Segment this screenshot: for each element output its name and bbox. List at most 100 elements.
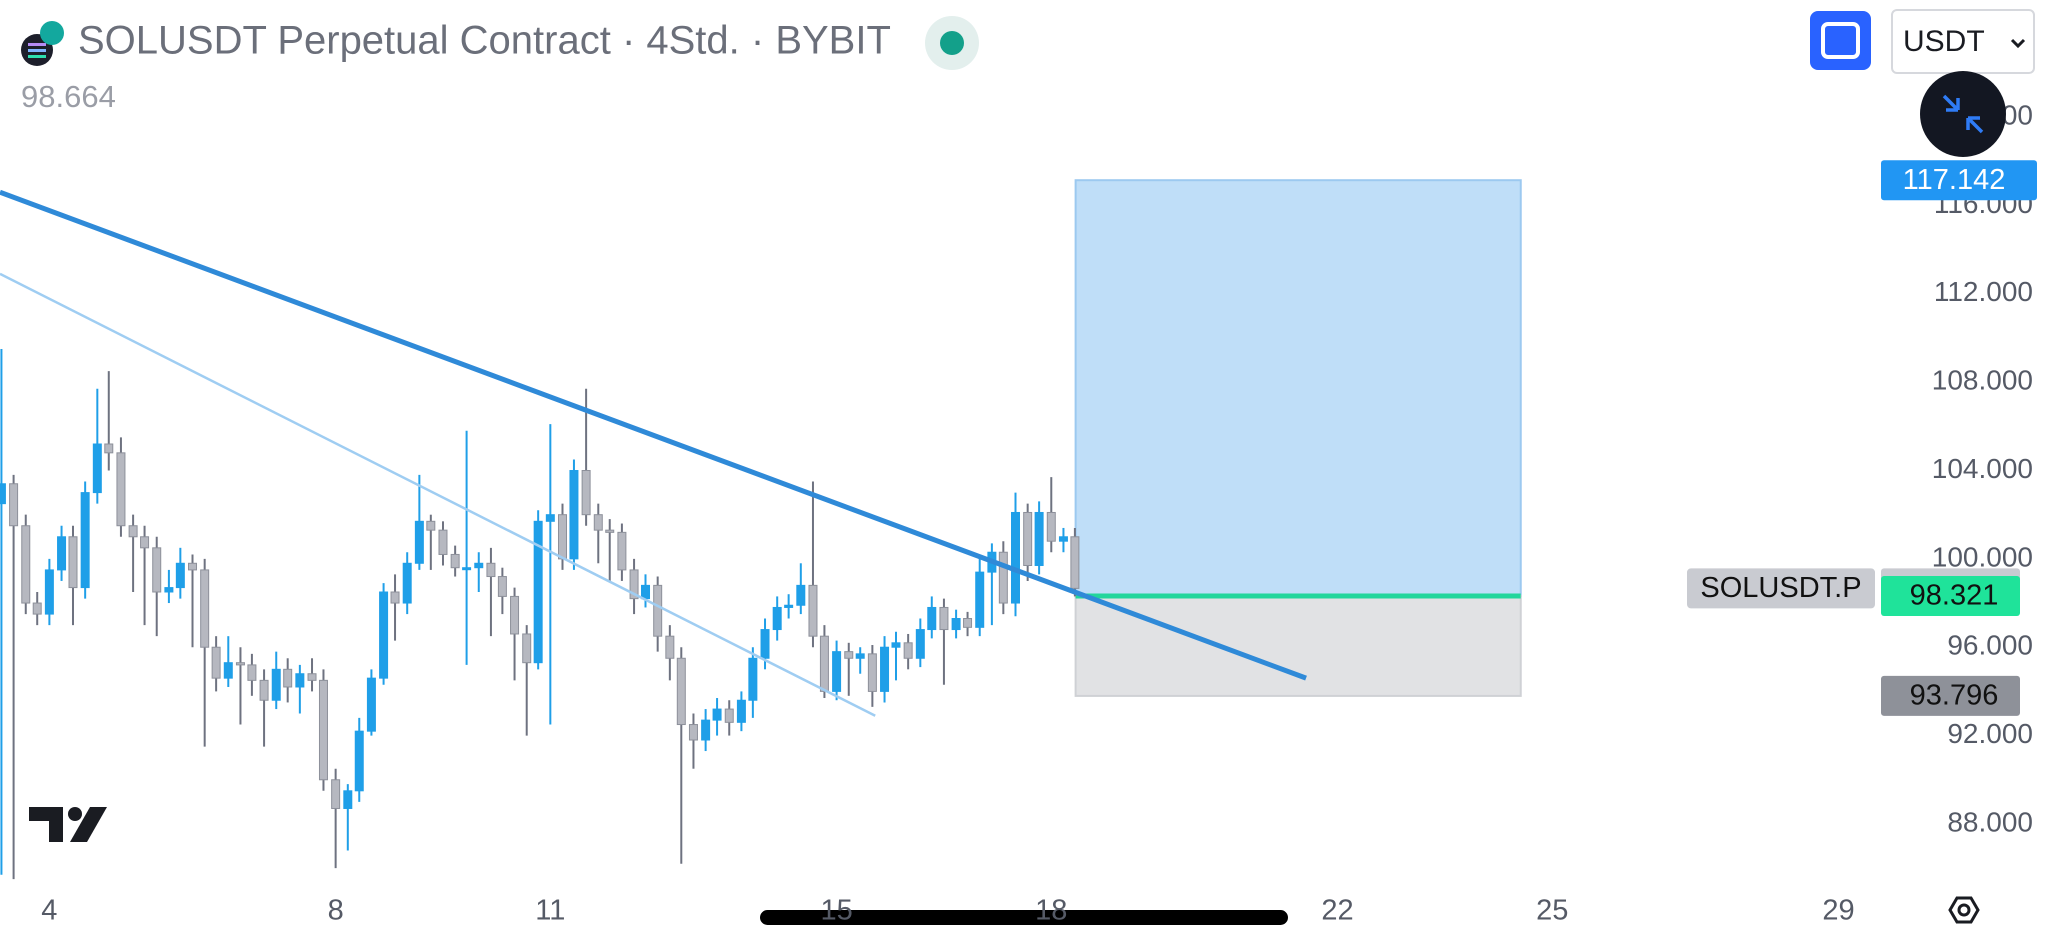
collapse-button[interactable] — [1920, 71, 2006, 157]
candle-body — [283, 668, 293, 688]
y-tick-label: 88.000 — [1947, 806, 2033, 837]
entry-price-label-box — [1881, 575, 2020, 616]
candle-body — [379, 591, 389, 679]
x-tick-label: 29 — [1822, 895, 1854, 927]
target-price-label-box — [1881, 160, 2037, 201]
candle-body — [259, 679, 269, 701]
candle-body — [462, 567, 472, 571]
candle-body — [891, 642, 901, 648]
candle-body — [354, 730, 364, 792]
candle-body — [533, 520, 543, 664]
candle-body — [701, 719, 711, 741]
candle-body — [1058, 536, 1068, 542]
x-tick-label: 25 — [1536, 895, 1568, 927]
candle-body — [32, 602, 42, 615]
candle-body — [164, 587, 174, 593]
candle-body — [844, 651, 854, 659]
candle-body — [116, 452, 126, 527]
chart-title: SOLUSDT Perpetual Contract · 4Std. · BYB… — [78, 19, 891, 63]
collapse-circle — [1920, 71, 2006, 157]
target-zone — [1074, 179, 1522, 597]
candle-body — [832, 651, 842, 692]
x-tick-label: 15 — [820, 895, 852, 927]
candle-body — [450, 553, 460, 569]
candle-body — [21, 525, 31, 604]
collapse-arrows — [1942, 94, 1984, 134]
candle-body — [880, 646, 890, 692]
candle-body — [819, 635, 829, 692]
candle-body — [736, 699, 746, 723]
screenshot-button[interactable] — [1810, 11, 1871, 70]
candle-body — [104, 443, 114, 454]
candle-body — [271, 668, 281, 701]
plot-area — [0, 179, 1522, 880]
x-tick-label: 8 — [328, 895, 344, 927]
candle-body — [211, 646, 221, 679]
candle-body — [951, 618, 961, 631]
candle-body — [140, 536, 150, 549]
y-tick-label: 104.000 — [1932, 453, 2033, 484]
candle-body — [92, 443, 102, 494]
trend-line — [0, 272, 876, 717]
candle-body — [414, 520, 424, 564]
status-dot — [940, 31, 964, 55]
candle-body — [975, 571, 985, 628]
candle-body — [223, 662, 233, 679]
candle-body — [808, 584, 818, 637]
y-tick-label: 96.000 — [1947, 630, 2033, 661]
currency-dropdown[interactable]: USDT — [1891, 9, 2035, 74]
symbol-label-box — [1687, 568, 1875, 609]
candle-body — [1011, 511, 1021, 604]
candle-body — [867, 653, 877, 692]
candle-body — [0, 483, 6, 505]
candle-body — [760, 629, 770, 659]
home-indicator — [760, 910, 1288, 925]
currency-label: USDT — [1903, 25, 1985, 58]
candle-body — [318, 679, 328, 781]
candle-body — [474, 562, 484, 569]
last-price: 98.664 — [21, 79, 116, 114]
candle-body — [1046, 511, 1056, 542]
candle-body — [903, 642, 913, 659]
candle-body — [557, 514, 567, 560]
candle-body — [1023, 511, 1033, 566]
candle-body — [510, 595, 520, 635]
candle-body — [724, 708, 734, 723]
x-tick-label: 11 — [535, 895, 565, 927]
candle-body — [1070, 536, 1080, 589]
candle-body — [366, 677, 376, 732]
candle-body — [175, 562, 185, 589]
entry-price-label: 98.321 — [1910, 580, 1999, 612]
candle-body — [581, 470, 591, 516]
candle-body — [235, 662, 245, 666]
candle-body — [343, 790, 353, 809]
candle-body — [188, 562, 198, 571]
candle-body — [665, 635, 675, 659]
candle-body — [402, 562, 412, 604]
candle-body — [688, 724, 698, 741]
candle-body — [9, 483, 19, 527]
y-tick-label: 108.000 — [1932, 365, 2033, 396]
y-tick-label: 92.000 — [1947, 718, 2033, 749]
stop-zone — [1074, 594, 1522, 697]
candle-body — [247, 664, 257, 681]
candle-body — [915, 629, 925, 659]
candle-body — [545, 514, 555, 522]
target-price-label: 117.142 — [1903, 164, 2006, 196]
candle-body — [497, 576, 507, 597]
x-tick-label: 4 — [41, 895, 57, 927]
candle-body — [390, 591, 400, 604]
candle-body — [653, 584, 663, 637]
trend-line — [0, 189, 1307, 681]
candle-body — [569, 470, 579, 560]
candle-body — [605, 529, 615, 533]
settings-button[interactable] — [1948, 896, 1980, 924]
candle-body — [68, 536, 78, 589]
candle-body — [57, 536, 67, 571]
candle-body — [784, 604, 794, 608]
candle-body — [426, 520, 436, 531]
candle-body — [1034, 511, 1044, 566]
candle-body — [748, 657, 758, 701]
candle-body — [295, 673, 305, 688]
